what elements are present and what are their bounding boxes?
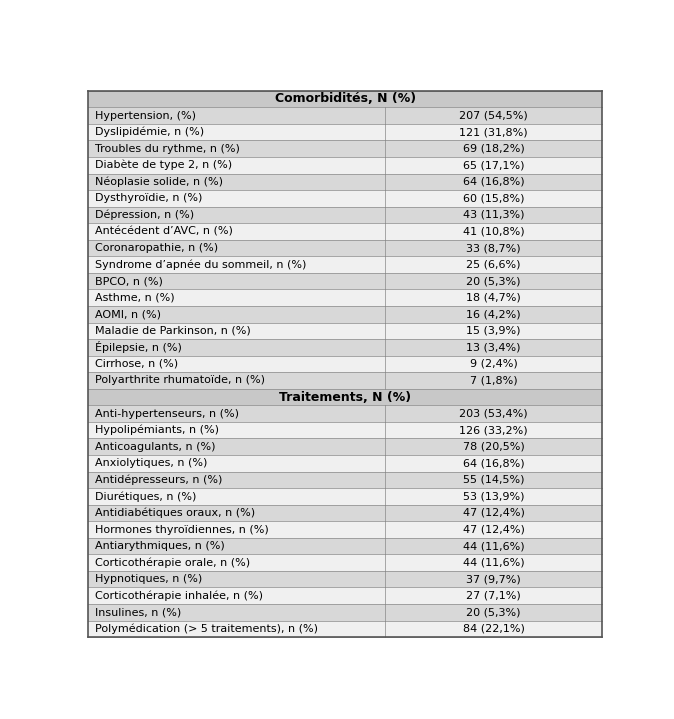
Text: Antidépresseurs, n (%): Antidépresseurs, n (%) [94, 475, 222, 485]
Text: 18 (4,7%): 18 (4,7%) [466, 293, 521, 303]
Text: Diurétiques, n (%): Diurétiques, n (%) [94, 491, 196, 502]
Text: Corticothérapie inhalée, n (%): Corticothérapie inhalée, n (%) [94, 590, 263, 601]
Text: 203 (53,4%): 203 (53,4%) [459, 408, 528, 418]
Bar [88, 223, 603, 239]
Text: Cirrhose, n (%): Cirrhose, n (%) [94, 359, 178, 369]
Text: Maladie de Parkinson, n (%): Maladie de Parkinson, n (%) [94, 326, 251, 336]
Bar [88, 604, 603, 620]
Bar [88, 505, 603, 521]
Text: 55 (14,5%): 55 (14,5%) [463, 475, 524, 485]
Text: 25 (6,6%): 25 (6,6%) [466, 260, 521, 270]
Bar [88, 239, 603, 256]
Text: 47 (12,4%): 47 (12,4%) [462, 525, 524, 534]
Text: 41 (10,8%): 41 (10,8%) [462, 226, 524, 237]
Bar [88, 521, 603, 538]
Text: Anti-hypertenseurs, n (%): Anti-hypertenseurs, n (%) [94, 408, 239, 418]
Text: 69 (18,2%): 69 (18,2%) [462, 144, 524, 154]
Text: 64 (16,8%): 64 (16,8%) [462, 458, 524, 468]
Bar [88, 256, 603, 273]
Text: 60 (15,8%): 60 (15,8%) [463, 193, 524, 203]
Text: 47 (12,4%): 47 (12,4%) [462, 508, 524, 518]
Bar [88, 273, 603, 290]
Text: 13 (3,4%): 13 (3,4%) [466, 342, 521, 352]
Text: Traitements, N (%): Traitements, N (%) [279, 390, 412, 403]
Text: Néoplasie solide, n (%): Néoplasie solide, n (%) [94, 177, 222, 187]
Text: 7 (1,8%): 7 (1,8%) [470, 375, 518, 385]
Text: 33 (8,7%): 33 (8,7%) [466, 243, 521, 253]
Text: Hypnotiques, n (%): Hypnotiques, n (%) [94, 574, 202, 584]
Text: Insulines, n (%): Insulines, n (%) [94, 608, 181, 618]
Text: 43 (11,3%): 43 (11,3%) [463, 210, 524, 220]
Text: Polymédication (> 5 traitements), n (%): Polymédication (> 5 traitements), n (%) [94, 623, 317, 634]
Bar [88, 455, 603, 472]
Text: Hypertension, (%): Hypertension, (%) [94, 111, 195, 121]
Bar [88, 140, 603, 157]
Text: Troubles du rythme, n (%): Troubles du rythme, n (%) [94, 144, 239, 154]
Text: Dépression, n (%): Dépression, n (%) [94, 210, 194, 220]
Text: 65 (17,1%): 65 (17,1%) [463, 160, 524, 170]
Text: Coronaropathie, n (%): Coronaropathie, n (%) [94, 243, 218, 253]
Text: 64 (16,8%): 64 (16,8%) [462, 177, 524, 187]
Bar [88, 306, 603, 323]
Text: 37 (9,7%): 37 (9,7%) [466, 574, 521, 584]
Text: Hypolipémiants, n (%): Hypolipémiants, n (%) [94, 425, 218, 436]
Bar [88, 488, 603, 505]
Bar [88, 406, 603, 422]
Bar [88, 206, 603, 223]
Text: Hormones thyroïdiennes, n (%): Hormones thyroïdiennes, n (%) [94, 525, 268, 534]
Text: 84 (22,1%): 84 (22,1%) [462, 624, 524, 634]
Text: 207 (54,5%): 207 (54,5%) [459, 111, 528, 121]
Text: Antécédent d’AVC, n (%): Antécédent d’AVC, n (%) [94, 226, 233, 237]
Text: 126 (33,2%): 126 (33,2%) [459, 425, 528, 435]
Text: 9 (2,4%): 9 (2,4%) [470, 359, 518, 369]
Bar [88, 91, 603, 107]
Text: Asthme, n (%): Asthme, n (%) [94, 293, 175, 303]
Text: 78 (20,5%): 78 (20,5%) [462, 441, 524, 452]
Bar [88, 356, 603, 372]
Bar [88, 157, 603, 173]
Text: Épilepsie, n (%): Épilepsie, n (%) [94, 342, 181, 353]
Bar [88, 190, 603, 206]
Text: 20 (5,3%): 20 (5,3%) [466, 608, 521, 618]
Bar [88, 620, 603, 637]
Bar [88, 372, 603, 389]
Text: 20 (5,3%): 20 (5,3%) [466, 276, 521, 286]
Bar [88, 538, 603, 554]
Text: 16 (4,2%): 16 (4,2%) [466, 309, 521, 319]
Text: 53 (13,9%): 53 (13,9%) [463, 491, 524, 501]
Bar [88, 472, 603, 488]
Bar [88, 571, 603, 587]
Bar [88, 323, 603, 339]
Text: AOMI, n (%): AOMI, n (%) [94, 309, 160, 319]
Bar [88, 422, 603, 439]
Text: BPCO, n (%): BPCO, n (%) [94, 276, 162, 286]
Text: Dysthyroïdie, n (%): Dysthyroïdie, n (%) [94, 193, 202, 203]
Bar [88, 439, 603, 455]
Text: 44 (11,6%): 44 (11,6%) [462, 558, 524, 567]
Text: Antiarythmiques, n (%): Antiarythmiques, n (%) [94, 541, 224, 551]
Bar [88, 587, 603, 604]
Text: Anticoagulants, n (%): Anticoagulants, n (%) [94, 441, 215, 452]
Bar [88, 389, 603, 406]
Text: 121 (31,8%): 121 (31,8%) [459, 127, 528, 137]
Text: Diabète de type 2, n (%): Diabète de type 2, n (%) [94, 160, 232, 170]
Text: Syndrome d’apnée du sommeil, n (%): Syndrome d’apnée du sommeil, n (%) [94, 260, 306, 270]
Text: 27 (7,1%): 27 (7,1%) [466, 591, 521, 601]
Text: Dyslipidémie, n (%): Dyslipidémie, n (%) [94, 127, 204, 137]
Bar [88, 173, 603, 190]
Bar [88, 290, 603, 306]
Text: Comorbidités, N (%): Comorbidités, N (%) [275, 93, 416, 106]
Text: Antidiabétiques oraux, n (%): Antidiabétiques oraux, n (%) [94, 508, 255, 518]
Bar [88, 554, 603, 571]
Bar [88, 107, 603, 124]
Text: Anxiolytiques, n (%): Anxiolytiques, n (%) [94, 458, 207, 468]
Text: 15 (3,9%): 15 (3,9%) [466, 326, 521, 336]
Text: Polyarthrite rhumatoïde, n (%): Polyarthrite rhumatoïde, n (%) [94, 375, 265, 385]
Text: Corticothérapie orale, n (%): Corticothérapie orale, n (%) [94, 557, 250, 568]
Bar [88, 124, 603, 140]
Bar [88, 339, 603, 356]
Text: 44 (11,6%): 44 (11,6%) [462, 541, 524, 551]
